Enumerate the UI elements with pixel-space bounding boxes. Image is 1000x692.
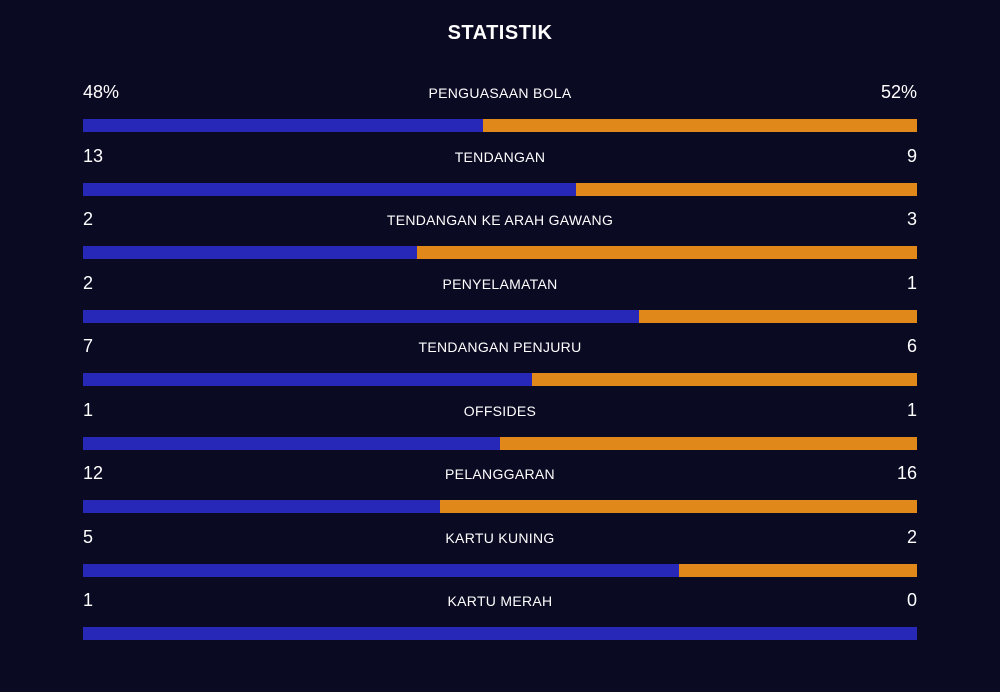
stat-comparison-bar xyxy=(83,627,917,640)
stat-row-saves: 2 PENYELAMATAN 1 xyxy=(83,271,917,335)
stat-label: TENDANGAN PENJURU xyxy=(418,339,582,355)
stat-bar-right-segment xyxy=(500,436,917,450)
stat-row-header: 7 TENDANGAN PENJURU 6 xyxy=(83,334,917,362)
stat-comparison-bar xyxy=(83,373,917,386)
stat-comparison-bar xyxy=(83,436,917,450)
stat-bar-left-segment xyxy=(83,373,533,386)
stat-row-header: 1 KARTU MERAH 0 xyxy=(83,588,917,616)
stat-label: KARTU KUNING xyxy=(445,529,555,546)
stat-row-header: 12 PELANGGARAN 16 xyxy=(83,461,917,489)
stat-bar-right-segment xyxy=(483,119,917,132)
stat-row-red-cards: 1 KARTU MERAH 0 xyxy=(83,588,917,652)
stat-right-value: 0 xyxy=(906,590,917,610)
stat-comparison-bar xyxy=(83,182,917,196)
stat-right-value: 2 xyxy=(906,526,917,547)
stat-bar-right-segment xyxy=(416,246,917,259)
stat-right-value: 1 xyxy=(906,399,917,420)
stat-bar-left-segment xyxy=(83,246,417,259)
stat-row-header: 2 TENDANGAN KE ARAH GAWANG 3 xyxy=(83,207,917,235)
stat-right-value: 6 xyxy=(906,336,917,356)
stat-label: TENDANGAN KE ARAH GAWANG xyxy=(386,212,614,228)
stat-bar-left-segment xyxy=(83,436,500,450)
stat-left-value: 12 xyxy=(83,463,104,483)
stat-right-value: 16 xyxy=(896,463,917,483)
stat-bar-left-segment xyxy=(83,563,679,577)
stat-row-corners: 7 TENDANGAN PENJURU 6 xyxy=(83,334,917,398)
stat-row-fouls: 12 PELANGGARAN 16 xyxy=(83,461,917,525)
stat-comparison-bar xyxy=(83,500,917,513)
stat-right-value: 9 xyxy=(906,145,917,166)
stat-right-value: 1 xyxy=(906,272,917,293)
stat-row-header: 48% PENGUASAAN BOLA 52% xyxy=(83,80,917,108)
stats-list: 48% PENGUASAAN BOLA 52% 13 TENDANGAN 9 2… xyxy=(83,80,917,652)
stat-row-possession: 48% PENGUASAAN BOLA 52% xyxy=(83,80,917,144)
stat-label: KARTU MERAH xyxy=(447,593,553,609)
stat-row-yellow-cards: 5 KARTU KUNING 2 xyxy=(83,525,917,589)
stat-row-header: 2 PENYELAMATAN 1 xyxy=(83,271,917,299)
stat-label: PENGUASAAN BOLA xyxy=(428,85,572,101)
stat-bar-right-segment xyxy=(639,309,917,323)
stat-bar-right-segment xyxy=(678,563,917,577)
stat-left-value: 2 xyxy=(83,272,94,293)
stat-comparison-bar xyxy=(83,119,917,132)
stat-left-value: 5 xyxy=(83,526,94,547)
stat-row-offsides: 1 OFFSIDES 1 xyxy=(83,398,917,462)
stat-left-value: 1 xyxy=(83,590,94,610)
stat-right-value: 3 xyxy=(906,209,917,229)
stat-label: PENYELAMATAN xyxy=(442,275,558,292)
stat-comparison-bar xyxy=(83,309,917,323)
stat-label: PELANGGARAN xyxy=(445,466,555,482)
stat-bar-left-segment xyxy=(83,309,640,323)
stat-bar-left-segment xyxy=(83,182,576,196)
stat-left-value: 7 xyxy=(83,336,94,356)
stat-row-header: 13 TENDANGAN 9 xyxy=(83,144,917,172)
stat-comparison-bar xyxy=(83,563,917,577)
stat-bar-left-segment xyxy=(83,500,441,513)
stat-label: OFFSIDES xyxy=(463,402,537,419)
stat-bar-left-segment xyxy=(83,119,484,132)
stat-bar-right-segment xyxy=(440,500,917,513)
stat-left-value: 13 xyxy=(83,145,104,166)
stat-right-value: 52% xyxy=(880,82,917,102)
stat-comparison-bar xyxy=(83,246,917,259)
stat-bar-left-segment xyxy=(83,627,917,640)
stat-row-shots-on-target: 2 TENDANGAN KE ARAH GAWANG 3 xyxy=(83,207,917,271)
stats-title: STATISTIK xyxy=(447,22,553,44)
stat-row-header: 1 OFFSIDES 1 xyxy=(83,398,917,426)
stat-left-value: 2 xyxy=(83,209,94,229)
stat-left-value: 48% xyxy=(83,82,120,102)
stat-label: TENDANGAN xyxy=(454,148,546,165)
stat-row-header: 5 KARTU KUNING 2 xyxy=(83,525,917,553)
stat-bar-right-segment xyxy=(575,182,917,196)
stat-row-shots: 13 TENDANGAN 9 xyxy=(83,144,917,208)
stat-left-value: 1 xyxy=(83,399,94,420)
stat-bar-right-segment xyxy=(532,373,917,386)
